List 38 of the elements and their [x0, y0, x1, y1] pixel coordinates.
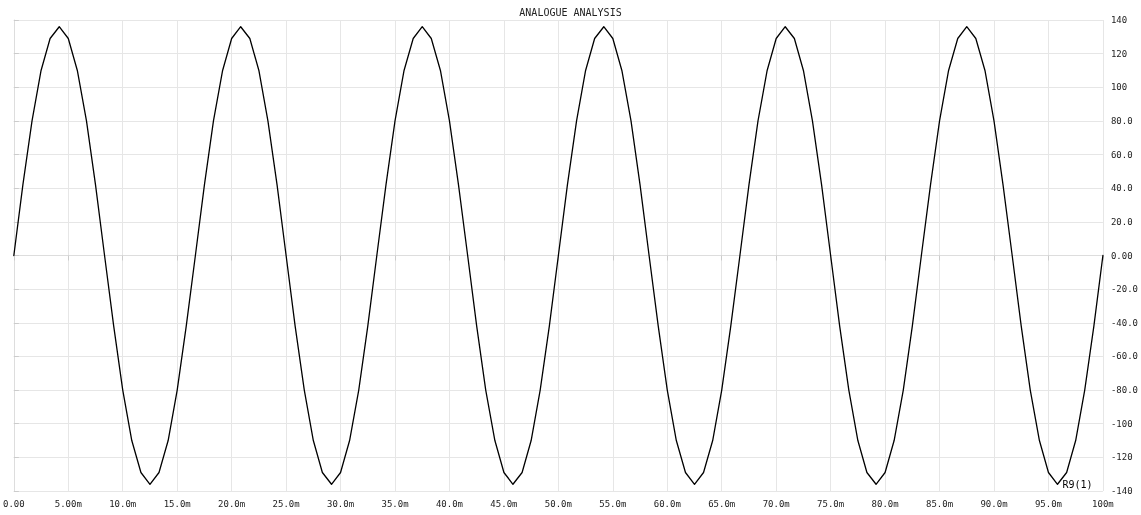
x-tick-label: 50.0m: [544, 498, 572, 509]
y-tick-label: 100: [1110, 82, 1128, 93]
x-tick-label: 100m: [1092, 498, 1114, 509]
x-tick-label: 75.0m: [817, 498, 845, 509]
x-tick-label: 15.0m: [163, 498, 191, 509]
y-tick-label: 140: [1110, 15, 1128, 25]
x-tick-label: 60.0m: [653, 498, 681, 509]
y-tick-label: 40.0: [1110, 183, 1133, 194]
x-tick-label: 10.0m: [109, 498, 137, 509]
x-tick-label: 70.0m: [762, 498, 790, 509]
y-tick-label: -120: [1110, 452, 1133, 463]
x-tick-label: 55.0m: [599, 498, 627, 509]
x-tick-label: 65.0m: [708, 498, 736, 509]
y-tick-label: -20.0: [1110, 284, 1138, 295]
y-tick-label: 60.0: [1110, 149, 1133, 160]
y-tick-label: 0.00: [1110, 250, 1133, 261]
x-tick-label: 35.0m: [381, 498, 409, 509]
y-tick-label: 120: [1110, 48, 1128, 59]
x-tick-label: 40.0m: [435, 498, 464, 509]
y-tick-label: 20.0: [1110, 216, 1133, 227]
y-tick-label: 80.0: [1110, 115, 1133, 126]
x-tick-label: 90.0m: [980, 498, 1008, 509]
chart-title: ANALOGUE ANALYSIS: [519, 6, 622, 18]
y-tick-label: -60.0: [1110, 351, 1138, 362]
y-tick-label: -100: [1110, 418, 1133, 429]
x-tick-label: 20.0m: [218, 498, 246, 509]
y-tick-label: -80.0: [1110, 385, 1138, 396]
x-tick-label: 0.00: [2, 498, 25, 509]
x-tick-label: 25.0m: [272, 498, 300, 509]
x-tick-label: 45.0m: [490, 498, 518, 509]
series-label: R9(1): [1062, 478, 1093, 490]
x-tick-label: 30.0m: [327, 498, 355, 509]
x-tick-label: 95.0m: [1034, 498, 1062, 509]
x-tick-label: 85.0m: [926, 498, 954, 509]
y-tick-label: -140: [1110, 486, 1133, 496]
y-tick-label: -40.0: [1110, 317, 1138, 328]
x-tick-label: 5.00m: [54, 498, 82, 509]
x-tick-label: 80.0m: [871, 498, 899, 509]
